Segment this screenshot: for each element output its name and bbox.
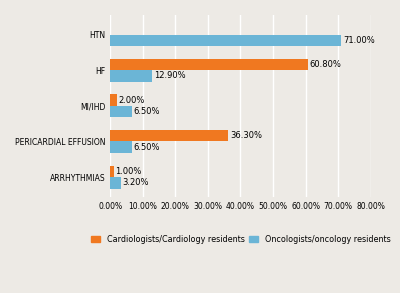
- Text: 36.30%: 36.30%: [230, 131, 262, 140]
- Text: 12.90%: 12.90%: [154, 71, 186, 81]
- Bar: [110, 106, 132, 117]
- Text: 6.50%: 6.50%: [133, 107, 160, 116]
- Text: 6.50%: 6.50%: [133, 143, 160, 152]
- Bar: [110, 35, 341, 46]
- Text: 60.80%: 60.80%: [310, 60, 342, 69]
- Bar: [110, 59, 308, 70]
- Bar: [110, 130, 228, 142]
- Bar: [110, 177, 121, 188]
- Legend: Cardiologists/Cardiology residents, Oncologists/oncology residents: Cardiologists/Cardiology residents, Onco…: [87, 232, 394, 247]
- Bar: [110, 94, 117, 106]
- Text: 1.00%: 1.00%: [115, 167, 142, 176]
- Bar: [110, 70, 152, 82]
- Bar: [110, 142, 132, 153]
- Text: 3.20%: 3.20%: [122, 178, 149, 187]
- Text: 71.00%: 71.00%: [343, 36, 375, 45]
- Bar: [110, 166, 114, 177]
- Text: 2.00%: 2.00%: [118, 96, 145, 105]
